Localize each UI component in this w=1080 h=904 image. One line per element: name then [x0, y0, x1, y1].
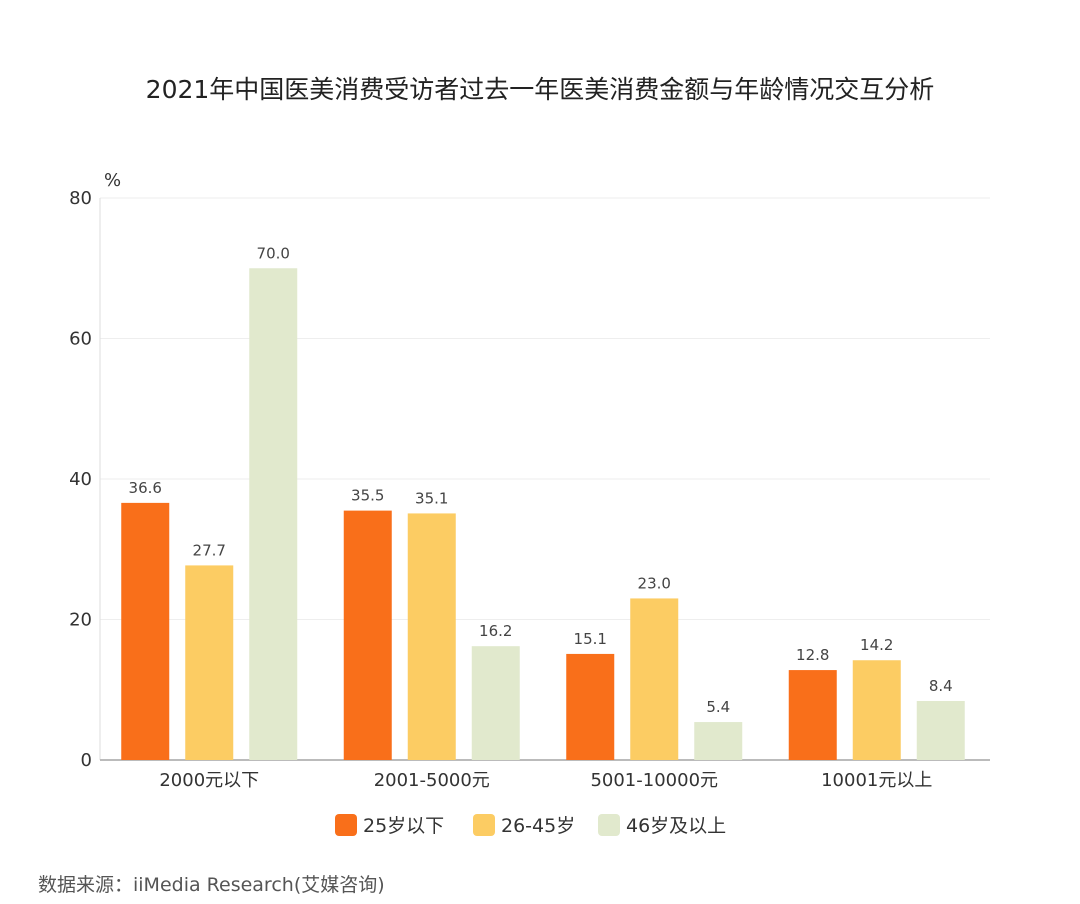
- x-tick-label: 2001-5000元: [374, 770, 490, 791]
- data-label: 70.0: [257, 244, 290, 262]
- chart-title: 2021年中国医美消费受访者过去一年医美消费金额与年龄情况交互分析: [145, 75, 935, 104]
- y-tick-label: 20: [69, 610, 92, 631]
- y-tick-label: 0: [81, 750, 92, 771]
- data-label: 14.2: [860, 636, 893, 654]
- bar: [566, 653, 615, 760]
- bar: [343, 510, 392, 760]
- legend-label: 26-45岁: [501, 815, 575, 837]
- x-tick-label: 5001-10000元: [590, 770, 718, 791]
- data-label: 27.7: [193, 541, 226, 559]
- data-label: 23.0: [638, 574, 671, 592]
- data-label: 35.5: [351, 487, 384, 505]
- bar: [916, 700, 965, 760]
- legend-swatch: [335, 814, 357, 836]
- legend-label: 46岁及以上: [626, 815, 726, 837]
- data-label: 12.8: [796, 646, 829, 664]
- bar: [471, 646, 520, 760]
- y-tick-label: 80: [69, 188, 92, 209]
- bar: [185, 565, 234, 760]
- data-label: 5.4: [706, 698, 730, 716]
- y-axis-unit: %: [104, 170, 121, 191]
- bar: [852, 660, 901, 760]
- data-label: 16.2: [479, 622, 512, 640]
- bar: [630, 598, 679, 760]
- bar: [407, 513, 456, 760]
- data-label: 15.1: [574, 630, 607, 648]
- bar: [694, 722, 743, 760]
- data-label: 35.1: [415, 489, 448, 507]
- legend-swatch: [598, 814, 620, 836]
- legend-swatch: [473, 814, 495, 836]
- bar: [121, 502, 170, 760]
- source-note: 数据来源：iiMedia Research(艾媒咨询): [38, 874, 385, 896]
- legend-label: 25岁以下: [363, 815, 444, 837]
- x-tick-label: 10001元以上: [821, 770, 932, 791]
- data-label: 36.6: [129, 479, 162, 497]
- y-tick-label: 40: [69, 469, 92, 490]
- y-tick-label: 60: [69, 329, 92, 350]
- bar: [788, 670, 837, 760]
- x-tick-label: 2000元以下: [159, 770, 259, 791]
- bar: [249, 268, 298, 760]
- data-label: 8.4: [929, 677, 953, 695]
